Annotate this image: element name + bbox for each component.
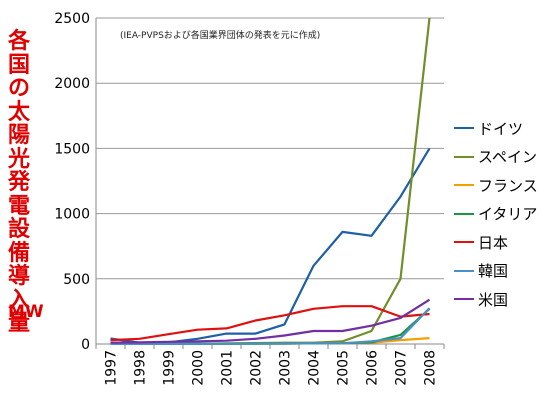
x-tick-label: 2002	[249, 350, 265, 386]
y-tick-label: 1000	[54, 207, 90, 223]
y-title-char: 備	[7, 240, 30, 266]
y-title-char: 電	[7, 193, 30, 219]
y-tick-label: 2000	[54, 76, 90, 92]
legend-item: フランス	[454, 171, 538, 200]
x-axis: 1997 1998 1999 2000 2001 2002 2003 2004 2005 2006…	[95, 344, 445, 386]
legend-item: スペイン	[454, 143, 538, 172]
source-note: (IEA-PVPSおよび各国業界団体の発表を元に作成)	[120, 31, 321, 41]
y-tick-label: 0	[81, 337, 90, 353]
y-tick-label: 1500	[54, 141, 90, 157]
y-tick-label: 2500	[54, 11, 90, 27]
y-title-char: 量	[7, 311, 30, 336]
legend-label: ドイツ	[478, 119, 524, 138]
x-tick-label: 2004	[307, 350, 323, 386]
y-title-char: 発	[7, 170, 30, 195]
y-title-char: 国	[7, 52, 30, 78]
x-tick-label: 2000	[191, 350, 207, 386]
x-tick-label: 1999	[162, 350, 178, 386]
legend-item: 日本	[454, 228, 538, 257]
legend: ドイツスペインフランスイタリア日本韓国米国	[454, 114, 538, 314]
x-tick-label: 2001	[220, 350, 236, 386]
legend-label: 韓国	[478, 262, 509, 281]
x-tick-label: 2007	[394, 350, 410, 386]
legend-item: 韓国	[454, 257, 538, 286]
unit-label: MW	[8, 302, 44, 322]
y-title-char: 太	[7, 99, 30, 125]
y-title-char: 設	[7, 217, 30, 242]
y-title-char: の	[7, 76, 30, 101]
series-line-韓国	[110, 307, 431, 345]
legend-label: イタリア	[478, 205, 538, 224]
y-axis: 0 500 1000 1500 2000 2500	[54, 11, 444, 353]
legend-item: 米国	[454, 285, 538, 314]
y-title-char: 光	[7, 146, 30, 172]
y-title-char: 各	[7, 29, 30, 54]
x-tick-label: 2006	[365, 350, 381, 386]
y-title-char: 陽	[7, 123, 30, 148]
x-tick-label: 2008	[423, 350, 439, 386]
legend-swatch	[454, 269, 474, 272]
legend-item: ドイツ	[454, 114, 538, 143]
x-tick-label: 2005	[336, 350, 352, 386]
x-tick-label: 2003	[278, 350, 294, 386]
legend-label: スペイン	[478, 148, 537, 167]
legend-swatch	[454, 212, 474, 215]
series-lines	[110, 17, 431, 345]
x-tick-label: 1997	[104, 350, 120, 386]
legend-item: イタリア	[454, 200, 538, 229]
legend-swatch	[454, 155, 474, 158]
y-title-char: 導	[7, 264, 30, 289]
legend-label: 日本	[478, 233, 509, 252]
legend-label: フランス	[478, 176, 538, 195]
legend-swatch	[454, 298, 474, 301]
series-line-スペイン	[110, 17, 431, 345]
legend-label: 米国	[478, 290, 509, 309]
series-line-日本	[110, 305, 430, 342]
legend-swatch	[454, 127, 474, 130]
y-axis-title: 各国の太陽光発電設備導入量	[6, 30, 32, 336]
y-tick-label: 500	[63, 272, 90, 288]
series-line-米国	[110, 298, 431, 344]
x-tick-label: 1998	[133, 350, 149, 386]
legend-swatch	[454, 184, 474, 187]
y-title-char: 入	[7, 287, 30, 313]
legend-swatch	[454, 241, 474, 244]
